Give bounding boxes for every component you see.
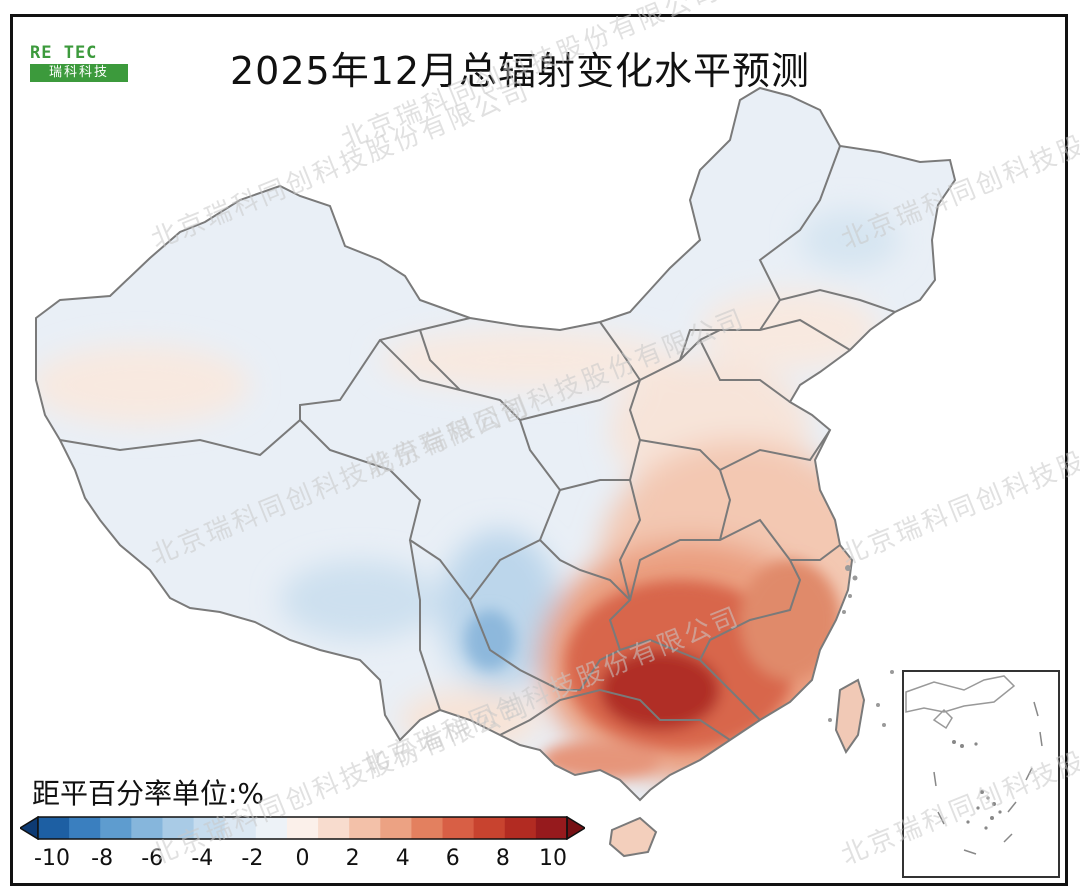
company-logo: RE TEC 瑞科科技 [30,44,128,84]
colorbar-tick-label: 6 [445,846,460,871]
south-china-sea-inset [902,670,1060,878]
colorbar-tick-label: 2 [345,846,360,871]
islands [608,678,866,858]
colorbar-tick-label: 0 [295,846,310,871]
colorbar-swatch [504,817,537,839]
logo-bottom-text: 瑞科科技 [30,64,128,82]
colorbar-swatch [162,817,195,839]
colorbar-swatch [131,817,163,839]
coastal-islands [828,565,894,727]
colorbar-tick-label: -2 [241,846,264,871]
colorbar-swatch [473,817,506,839]
inset-map [905,675,1043,855]
logo-top-text: RE TEC [30,43,98,63]
province-boundaries [35,86,957,802]
colorbar-tick-label: -6 [141,846,164,871]
colorbar-swatch [380,817,412,839]
colorbar-border [37,816,568,840]
colorbar-extend-min [20,816,39,840]
colorbar-tick-label: -8 [91,846,114,871]
colorbar-tick-label: -10 [34,846,70,871]
colorbar-swatch [193,817,226,839]
colorbar-tick-label: 8 [495,846,510,871]
colorbar-ticks: -10 -8 -6 -4 -2 0 2 4 6 8 10 [0,846,1080,878]
colorbar-swatch [535,817,568,839]
colorbar-swatch [69,817,101,839]
colorbar-swatch [442,817,475,839]
colorbar [20,816,585,840]
colorbar-swatch [411,817,444,839]
colorbar-tick-label: -4 [191,846,214,871]
colorbar-swatch [286,817,319,839]
map-title: 2025年12月总辐射变化水平预测 [230,49,811,93]
colorbar-swatch [255,817,288,839]
colorbar-tick-label: 10 [539,846,567,871]
colorbar-swatch [318,817,350,839]
colorbar-swatch [224,817,257,839]
colorbar-swatch [38,817,70,839]
colorbar-extend-max [566,816,585,840]
colorbar-swatch [100,817,132,839]
legend-title: 距平百分率单位:% [32,777,265,810]
colorbar-swatch [349,817,381,839]
colorbar-tick-label: 4 [395,846,410,871]
